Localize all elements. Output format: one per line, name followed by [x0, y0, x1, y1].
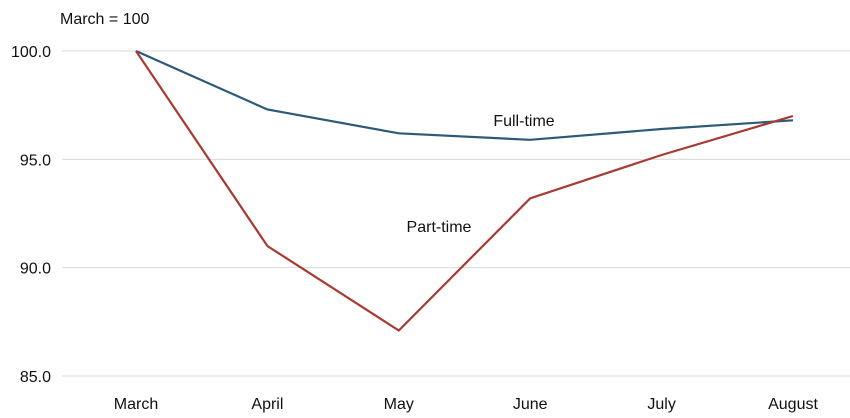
series-line-full-time: [135, 49, 794, 141]
x-tick-label: July: [647, 396, 675, 413]
series-label-full-time: Full-time: [493, 113, 554, 130]
y-axis-ticks: 85.0 90.0 95.0 100.0: [11, 44, 51, 386]
y-tick-label: 100.0: [11, 44, 51, 61]
series-lines: [135, 49, 794, 332]
x-tick-label: April: [251, 396, 283, 413]
series-labels: Full-time Part-time: [407, 113, 555, 236]
series-label-part-time: Part-time: [407, 219, 472, 236]
x-tick-label: May: [384, 396, 414, 413]
y-tick-label: 95.0: [20, 152, 51, 169]
x-tick-label: March: [114, 396, 158, 413]
y-tick-label: 90.0: [20, 261, 51, 278]
gridlines: [62, 50, 850, 377]
x-tick-label: August: [768, 396, 818, 413]
series-line-part-time: [135, 50, 794, 332]
y-tick-label: 85.0: [20, 369, 51, 386]
x-tick-label: June: [513, 396, 548, 413]
y-axis-unit-label: March = 100: [60, 11, 149, 28]
x-axis-ticks: March April May June July August: [114, 396, 819, 413]
